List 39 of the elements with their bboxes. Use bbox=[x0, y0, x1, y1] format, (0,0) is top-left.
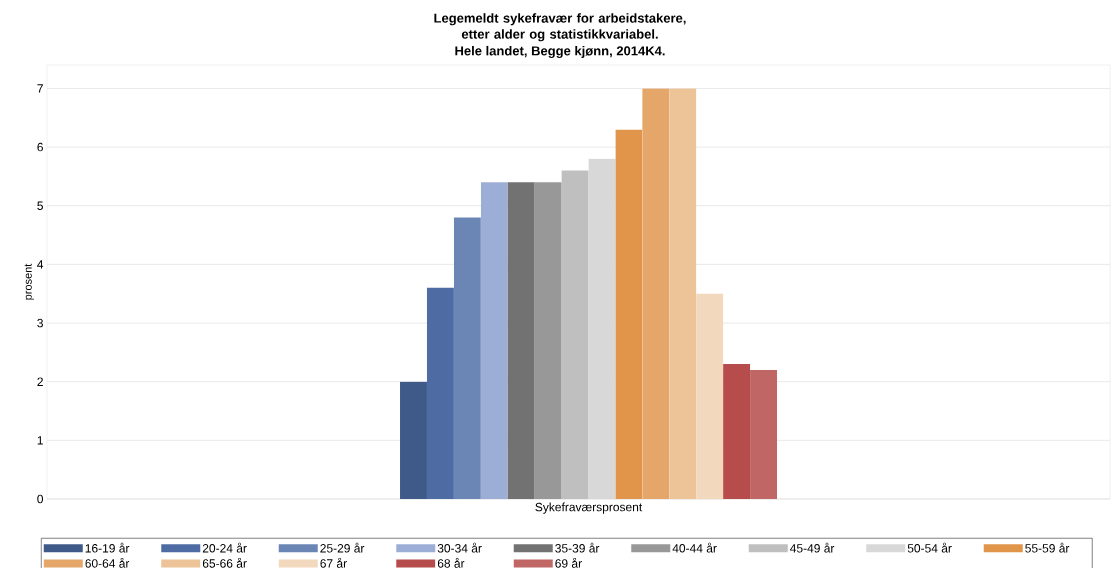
bar bbox=[426, 287, 454, 499]
legend-label: 67 år bbox=[320, 557, 347, 568]
bar bbox=[400, 381, 427, 499]
y-tick-label: 6 bbox=[37, 142, 43, 152]
bar bbox=[480, 182, 508, 499]
y-tick-label: 0 bbox=[37, 494, 44, 504]
bar bbox=[750, 369, 778, 499]
legend-label: 35-39 år bbox=[555, 542, 600, 553]
x-tick-label: Sykefraværsprosent bbox=[535, 502, 643, 514]
legend-label: 68 år bbox=[437, 557, 465, 568]
legend-label: 69 år bbox=[555, 557, 582, 568]
y-axis-title: prosent bbox=[24, 263, 34, 300]
y-tick-label: 2 bbox=[37, 377, 43, 386]
bar bbox=[507, 182, 535, 499]
legend-label: 20-24 år bbox=[202, 542, 247, 553]
y-tick-label: 5 bbox=[37, 201, 43, 210]
bar bbox=[669, 88, 697, 499]
legend-label: 55-59 år bbox=[1025, 542, 1070, 553]
legend-label: 65-66 år bbox=[202, 557, 247, 568]
bar bbox=[534, 182, 562, 499]
y-tick-label: 4 bbox=[37, 260, 44, 269]
legend-label: 16-19 år bbox=[85, 542, 130, 553]
y-tick-label: 7 bbox=[37, 84, 43, 93]
chart-subtitle: Hele landet, Begge kjønn, 2014K4. bbox=[455, 45, 665, 59]
bar bbox=[696, 293, 724, 499]
legend-label: 30-34 år bbox=[437, 542, 482, 553]
bar bbox=[561, 170, 589, 499]
legend-label: 50-54 år bbox=[907, 542, 952, 553]
y-tick-label: 3 bbox=[37, 318, 43, 328]
chart-title: Legemeldt sykefravær for arbeidstakere, etter alder og statistikkvariabel. bbox=[434, 13, 686, 42]
legend-label: 40-44 år bbox=[672, 542, 717, 553]
bar bbox=[615, 129, 643, 499]
legend-label: 25-29 år bbox=[320, 542, 365, 553]
bar bbox=[453, 217, 481, 499]
bar bbox=[723, 364, 751, 499]
bar bbox=[642, 88, 670, 499]
legend-label: 45-49 år bbox=[790, 542, 835, 553]
y-tick-label: 1 bbox=[37, 436, 43, 445]
legend-label: 60-64 år bbox=[85, 557, 130, 568]
